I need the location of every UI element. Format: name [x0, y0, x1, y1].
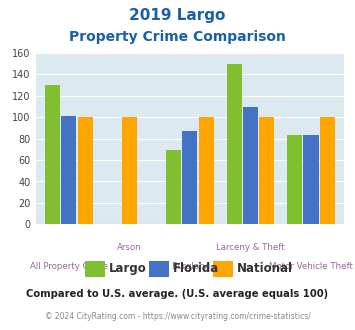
Text: Florida: Florida [173, 262, 219, 276]
Text: Compared to U.S. average. (U.S. average equals 100): Compared to U.S. average. (U.S. average … [26, 289, 329, 299]
Text: National: National [237, 262, 293, 276]
Bar [78, 117, 93, 224]
Bar [199, 117, 214, 224]
Bar [259, 117, 274, 224]
Text: Arson: Arson [117, 243, 142, 252]
Text: Largo: Largo [109, 262, 147, 276]
Text: © 2024 CityRating.com - https://www.cityrating.com/crime-statistics/: © 2024 CityRating.com - https://www.city… [45, 312, 310, 321]
Bar [122, 117, 137, 224]
Text: All Property Crime: All Property Crime [30, 262, 108, 271]
Text: Property Crime Comparison: Property Crime Comparison [69, 30, 286, 44]
Bar [182, 131, 197, 224]
Text: 2019 Largo: 2019 Largo [129, 8, 226, 23]
Bar [287, 135, 302, 224]
Text: Burglary: Burglary [171, 262, 208, 271]
Bar [45, 85, 60, 224]
Bar [226, 63, 242, 224]
Bar [320, 117, 335, 224]
Bar [166, 150, 181, 224]
Text: Larceny & Theft: Larceny & Theft [216, 243, 285, 252]
Bar [304, 135, 319, 224]
Bar [61, 116, 76, 224]
Text: Motor Vehicle Theft: Motor Vehicle Theft [269, 262, 353, 271]
Bar [243, 108, 258, 224]
